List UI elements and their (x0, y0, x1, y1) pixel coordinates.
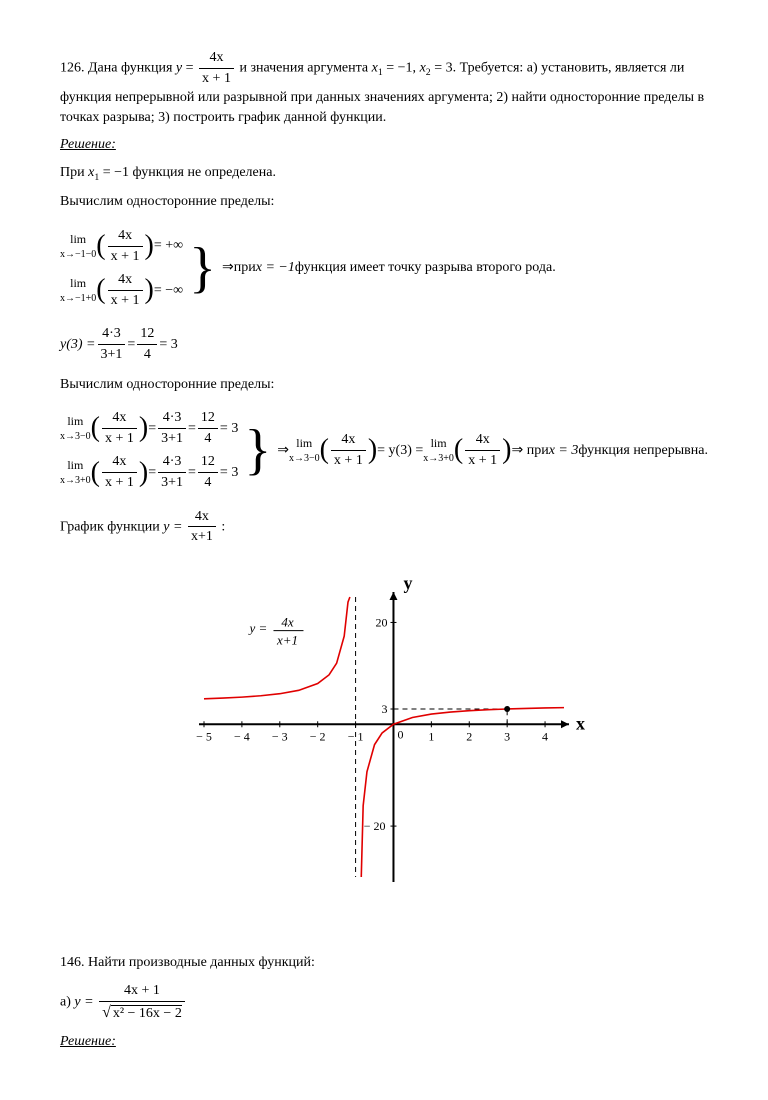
p146-part-a: a) y = 4x + 1 √x² − 16x − 2 (60, 981, 708, 1024)
problem-number: 126. (60, 60, 85, 75)
svg-text:x+1: x+1 (276, 632, 298, 647)
svg-text:3: 3 (504, 729, 510, 743)
numerator: 4x (199, 48, 234, 69)
svg-text:− 3: − 3 (272, 729, 288, 743)
val: = 3 (431, 60, 453, 75)
result: = +∞ (154, 236, 183, 256)
svg-text:− 5: − 5 (196, 729, 212, 743)
problem-146-statement: 146. Найти производные данных функций: (60, 953, 708, 973)
svg-text:2: 2 (466, 729, 472, 743)
svg-text:1: 1 (428, 729, 434, 743)
svg-text:− 1: − 1 (348, 729, 364, 743)
val: = −1 (99, 165, 129, 180)
svg-text:4: 4 (542, 729, 548, 743)
denominator: √x² − 16x − 2 (99, 1002, 185, 1024)
chart-svg: x y − 5 − 4 − 3 − 2 − 1 0 1 2 3 4 20 3 − 20 y = 4x x+1 (174, 567, 594, 907)
line-x1-undefined: При x1 = −1 функция не определена. (60, 163, 708, 185)
svg-text:− 2: − 2 (310, 729, 326, 743)
problem-number: 146. (60, 955, 85, 970)
function-graph: x y − 5 − 4 − 3 − 2 − 1 0 1 2 3 4 20 3 − 20 y = 4x x+1 (60, 567, 708, 914)
fraction: 4xx + 1 (108, 226, 143, 266)
text: ⇒ при (511, 441, 548, 461)
text: При (60, 165, 88, 180)
label: Решение: (60, 137, 116, 152)
fraction: 4xx + 1 (108, 270, 143, 310)
svg-text:− 4: − 4 (234, 729, 250, 743)
svg-text:3: 3 (381, 702, 387, 716)
lim-symbol: limx→−1−0 (60, 231, 96, 262)
svg-text:− 20: − 20 (364, 819, 386, 833)
solution-heading: Решение: (60, 135, 708, 155)
text: функция непрерывна. (578, 441, 708, 461)
text: Дана функция (88, 60, 176, 75)
part-label: a) (60, 995, 74, 1010)
solution-heading-2: Решение: (60, 1032, 708, 1052)
numerator: 4x + 1 (99, 981, 185, 1002)
arrow: ⇒ (222, 258, 234, 278)
svg-text:4x: 4x (281, 614, 294, 629)
fraction: 4x x + 1 (199, 48, 234, 88)
arrow: ⇒ (277, 441, 289, 461)
svg-text:x: x (576, 713, 585, 733)
svg-text:20: 20 (375, 615, 387, 629)
limit-block-2: limx→3−0 ( 4xx + 1 ) = 4·33+1 = 124 = 3 … (60, 404, 708, 496)
calc-limits-label-2: Вычислим односторонние пределы: (60, 375, 708, 395)
svg-text:y =: y = (247, 620, 267, 635)
svg-text:0: 0 (397, 727, 403, 741)
denominator: x + 1 (199, 69, 234, 89)
problem-126-statement: 126. Дана функция y = 4x x + 1 и значени… (60, 48, 708, 127)
y3-evaluation: y(3) = 4·33+1 = 124 = 3 (60, 324, 708, 364)
text: : (221, 519, 225, 534)
result: = −∞ (154, 281, 183, 301)
expr: x = −1 (256, 258, 295, 278)
limit-block-1: limx→−1−0 ( 4xx + 1 ) = +∞ limx→−1+0 ( 4… (60, 222, 708, 314)
text: функция имеет точку разрыва второго рода… (295, 258, 556, 278)
brace: } (189, 240, 216, 296)
eq: = 3 (159, 335, 177, 355)
eq: = (127, 335, 135, 355)
lim-symbol: limx→−1+0 (60, 275, 96, 306)
expr: x = 3 (549, 441, 579, 461)
text: функция не определена. (133, 165, 276, 180)
lhs: y(3) = (60, 335, 96, 355)
fraction: 4x + 1 √x² − 16x − 2 (99, 981, 185, 1024)
label: Решение: (60, 1034, 116, 1049)
graph-label: График функции y = 4xx+1 : (60, 507, 708, 547)
eq-sign: = (182, 60, 197, 75)
text: = y(3) = (377, 441, 423, 461)
calc-limits-label: Вычислим односторонние пределы: (60, 192, 708, 212)
text: График функции (60, 519, 163, 534)
svg-text:y: y (403, 573, 412, 593)
var: y = (74, 995, 97, 1010)
text: и значения аргумента (239, 60, 371, 75)
var: y = (163, 519, 186, 534)
text: при (234, 258, 256, 278)
text: Найти производные данных функций: (88, 955, 315, 970)
val: = −1, (383, 60, 420, 75)
